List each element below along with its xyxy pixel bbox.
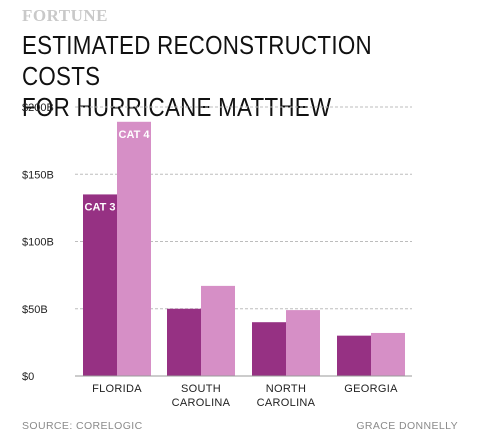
series-label-cat3: CAT 3 — [85, 201, 116, 213]
bar-cat4 — [117, 121, 151, 376]
source-note: SOURCE: CORELOGIC — [22, 420, 143, 432]
chart-title: ESTIMATED RECONSTRUCTION COSTS FOR HURRI… — [22, 30, 400, 123]
bar-cat3 — [83, 194, 117, 376]
bar-cat3 — [167, 308, 201, 376]
x-tick-label: CAROLINA — [172, 397, 231, 409]
x-tick-label: SOUTH — [181, 383, 221, 395]
bar-cat4 — [286, 310, 320, 376]
y-tick-label: $200B — [22, 102, 54, 114]
bar-cat3 — [252, 322, 286, 376]
series-label-cat4: CAT 4 — [119, 129, 151, 141]
x-tick-label: GEORGIA — [344, 383, 398, 395]
y-tick-label: $100B — [22, 237, 54, 249]
bar-cat3 — [337, 335, 371, 376]
x-tick-label: FLORIDA — [92, 383, 142, 395]
fortune-logo: FORTUNE — [22, 6, 109, 25]
author-credit: GRACE DONNELLY — [356, 420, 458, 432]
bar-cat4 — [201, 285, 235, 376]
y-tick-label: $150B — [22, 169, 54, 181]
x-tick-label: CAROLINA — [257, 397, 316, 409]
bar-cat4 — [371, 332, 405, 376]
y-tick-label: $0 — [22, 371, 34, 383]
chart-title-line-1: ESTIMATED RECONSTRUCTION COSTS — [22, 30, 372, 91]
x-tick-label: NORTH — [266, 383, 306, 395]
y-tick-label: $50B — [22, 304, 48, 316]
